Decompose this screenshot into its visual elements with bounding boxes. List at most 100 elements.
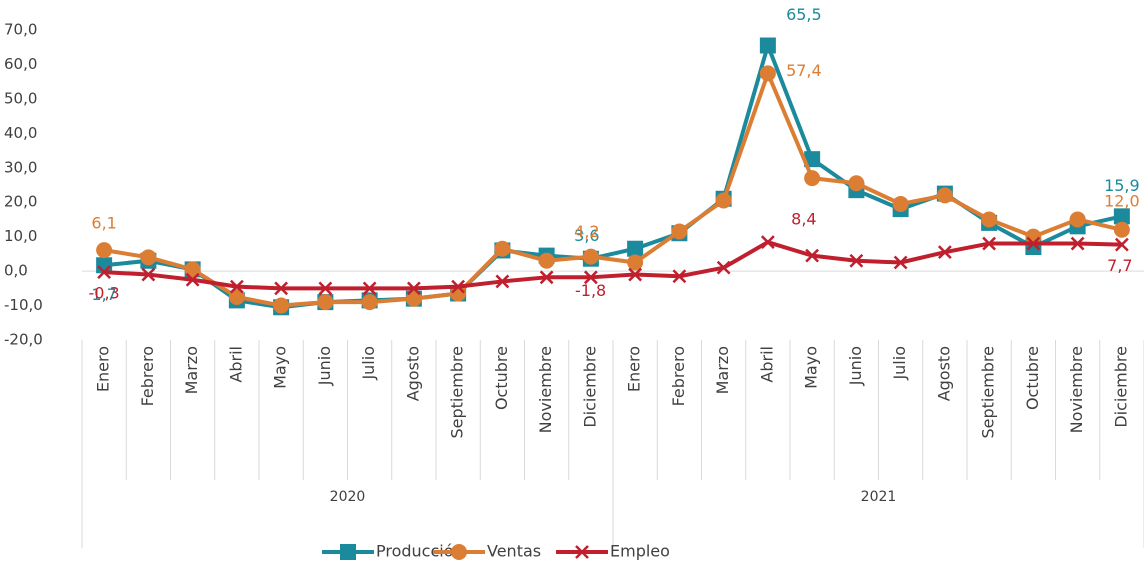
marker <box>936 187 953 204</box>
marker <box>273 297 290 314</box>
x-tick-label: Mayo <box>802 346 821 389</box>
marker <box>671 223 688 240</box>
marker <box>406 281 421 296</box>
series-line <box>104 240 1122 291</box>
x-tick-label: Agosto <box>934 346 953 401</box>
marker <box>340 544 356 560</box>
x-tick-label: Septiembre <box>448 346 467 439</box>
marker <box>716 260 731 275</box>
y-tick-label: 50,0 <box>4 89 37 107</box>
x-tick-label: Julio <box>359 346 378 381</box>
marker <box>539 270 554 285</box>
data-label: 15,9 <box>1104 176 1140 195</box>
x-tick-label: Octubre <box>1023 346 1042 410</box>
marker <box>759 37 776 54</box>
marker <box>804 151 821 168</box>
y-tick-label: 20,0 <box>4 193 37 211</box>
marker <box>274 281 289 296</box>
marker <box>715 192 732 209</box>
marker <box>1113 221 1130 238</box>
marker <box>805 248 820 263</box>
x-tick-label: Junio <box>315 346 334 386</box>
y-tick-label: 0,0 <box>4 262 28 280</box>
marker <box>982 236 997 251</box>
marker <box>317 294 334 311</box>
y-tick-label: -10,0 <box>4 296 43 314</box>
marker <box>804 170 821 187</box>
marker <box>141 267 156 282</box>
marker <box>362 281 377 296</box>
marker <box>582 248 599 265</box>
marker <box>405 290 422 307</box>
x-tick-label: Noviembre <box>1067 346 1086 433</box>
legend-label: Producción <box>376 542 464 561</box>
x-tick-label: Noviembre <box>536 346 555 433</box>
x-tick-label: Febrero <box>669 346 688 406</box>
marker <box>937 245 952 260</box>
x-tick-label: Julio <box>890 346 909 381</box>
marker <box>849 253 864 268</box>
marker <box>1113 208 1130 225</box>
y-tick-label: -20,0 <box>4 331 43 349</box>
marker <box>627 254 644 271</box>
marker <box>228 288 245 305</box>
marker <box>97 265 112 280</box>
data-label: 8,4 <box>791 210 816 229</box>
marker <box>495 274 510 289</box>
marker <box>451 544 467 560</box>
y-tick-label: 60,0 <box>4 55 37 73</box>
marker <box>628 267 643 282</box>
x-tick-label: Diciembre <box>1111 346 1130 428</box>
marker <box>981 211 998 228</box>
data-label: -0,3 <box>89 284 120 303</box>
marker <box>583 270 598 285</box>
x-tick-label: Mayo <box>271 346 290 389</box>
marker <box>96 242 113 259</box>
marker <box>229 279 244 294</box>
legend-label: Empleo <box>610 542 670 561</box>
data-label: 57,4 <box>786 61 822 80</box>
marker <box>140 249 157 266</box>
marker <box>361 294 378 311</box>
marker <box>1070 236 1085 251</box>
x-tick-label: Junio <box>846 346 865 386</box>
marker <box>575 545 589 559</box>
x-tick-label: Abril <box>757 346 776 383</box>
marker <box>1026 236 1041 251</box>
series-line <box>103 43 1123 310</box>
x-tick-label: Marzo <box>182 346 201 394</box>
marker <box>759 65 776 82</box>
marker <box>538 252 555 269</box>
x-tick-label: Diciembre <box>580 346 599 428</box>
marker <box>760 235 775 250</box>
marker <box>185 272 200 287</box>
marker <box>893 255 908 270</box>
marker <box>1069 211 1086 228</box>
marker <box>672 269 687 284</box>
y-tick-label: 10,0 <box>4 227 37 245</box>
x-tick-label: Abril <box>226 346 245 383</box>
data-label: 65,5 <box>786 5 822 24</box>
data-label: 12,0 <box>1104 191 1140 210</box>
marker <box>451 279 466 294</box>
x-tick-label: Septiembre <box>979 346 998 439</box>
x-tick-label: Agosto <box>403 346 422 401</box>
marker <box>1114 237 1129 252</box>
y-tick-label: 30,0 <box>4 158 37 176</box>
y-tick-label: 40,0 <box>4 124 37 142</box>
data-label: 6,1 <box>91 214 116 233</box>
x-tick-label: Enero <box>94 346 113 392</box>
marker <box>892 195 909 212</box>
x-tick-label: Febrero <box>138 346 157 406</box>
marker <box>184 261 201 278</box>
marker <box>318 281 333 296</box>
y-tick-label: 70,0 <box>4 21 37 39</box>
marker <box>627 240 644 257</box>
x-tick-label: Marzo <box>713 346 732 394</box>
data-label: 7,7 <box>1107 256 1132 275</box>
legend-label: Ventas <box>487 542 541 561</box>
x-tick-label: Octubre <box>492 346 511 410</box>
data-label: -1,8 <box>575 281 606 300</box>
marker <box>494 240 511 257</box>
